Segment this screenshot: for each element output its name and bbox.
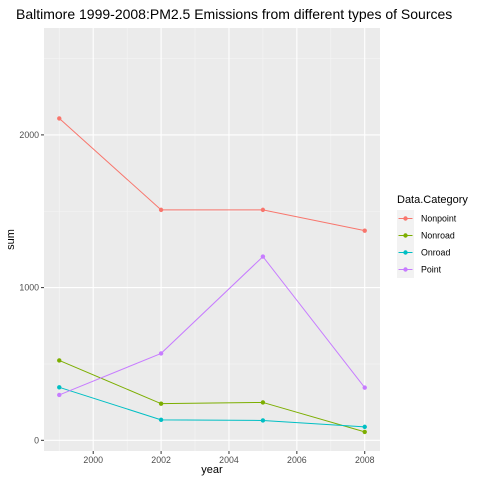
y-axis-title: sum (5, 229, 17, 250)
series-line-nonpoint (58, 118, 365, 232)
data-point-point (158, 351, 164, 356)
y-tick-label: 2000 (19, 130, 39, 140)
legend-point-onroad (403, 250, 408, 255)
series-line-nonroad (59, 359, 365, 433)
data-point-nonpoint (57, 116, 62, 121)
data-point-nonroad (57, 358, 62, 363)
major-gridlines (44, 28, 380, 451)
legend: Data.Category Nonpoint Nonroad Onroad Point (397, 194, 468, 278)
y-tick-label: 0 (34, 435, 39, 445)
x-tick-label: 2006 (287, 455, 307, 465)
legend-label-nonroad: Nonroad (421, 231, 455, 241)
minor-gridlines (44, 28, 380, 451)
data-point-onroad (57, 385, 62, 390)
x-tick-label: 2004 (219, 455, 239, 465)
x-axis-title: year (201, 464, 223, 476)
plot-panel (44, 28, 380, 451)
data-point-onroad (260, 418, 266, 423)
data-point-nonroad (362, 429, 367, 435)
legend-title: Data.Category (397, 194, 468, 206)
axis-ticks: 2000 2002 2004 2006 2008 0 1000 2000 (19, 130, 374, 465)
data-point-point (260, 254, 266, 259)
data-point-nonpoint (362, 228, 367, 233)
x-tick-label: 2000 (83, 455, 103, 465)
series-line-onroad (59, 386, 365, 428)
x-tick-label: 2002 (151, 455, 171, 465)
data-point-point (57, 392, 62, 398)
data-point-nonpoint (260, 207, 266, 213)
legend-point-nonroad (403, 233, 408, 238)
legend-label-nonpoint: Nonpoint (421, 214, 457, 224)
x-tick-label: 2008 (355, 455, 375, 465)
data-point-nonpoint (158, 207, 164, 213)
series-points (57, 116, 367, 435)
data-point-nonroad (158, 401, 164, 406)
legend-point-point (403, 267, 408, 272)
data-point-onroad (362, 424, 367, 430)
chart-title: Baltimore 1999-2008:PM2.5 Emissions from… (16, 6, 452, 22)
data-point-nonroad (260, 400, 266, 405)
series-lines (58, 118, 366, 433)
legend-point-nonpoint (403, 216, 408, 221)
data-point-point (362, 385, 367, 390)
y-tick-label: 1000 (19, 283, 39, 293)
series-line-point (59, 255, 366, 396)
legend-label-onroad: Onroad (421, 248, 450, 258)
legend-label-point: Point (421, 265, 442, 275)
data-point-onroad (158, 417, 164, 423)
